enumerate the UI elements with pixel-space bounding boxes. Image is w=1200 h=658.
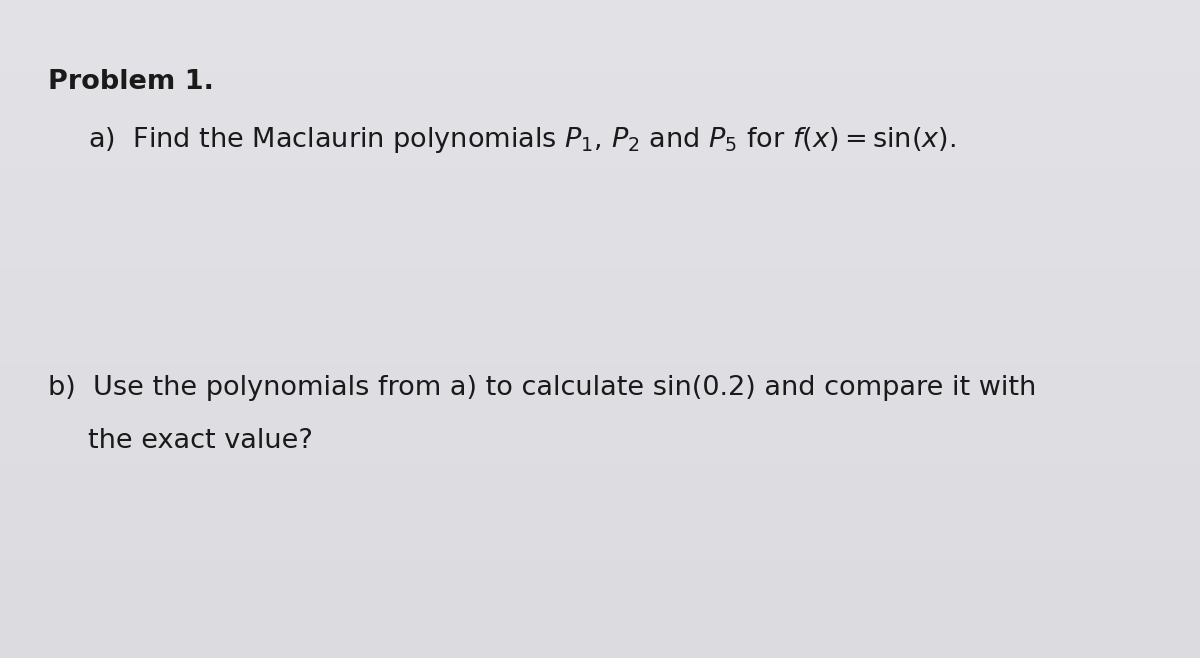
Text: Problem 1.: Problem 1. <box>48 69 214 95</box>
Text: a)  Find the Maclaurin polynomials $P_1$, $P_2$ and $P_5$ for $f(x) = \sin(x)$.: a) Find the Maclaurin polynomials $P_1$,… <box>88 125 955 155</box>
Text: b)  Use the polynomials from a) to calculate sin(0.2) and compare it with: b) Use the polynomials from a) to calcul… <box>48 375 1037 401</box>
Text: the exact value?: the exact value? <box>88 428 312 454</box>
